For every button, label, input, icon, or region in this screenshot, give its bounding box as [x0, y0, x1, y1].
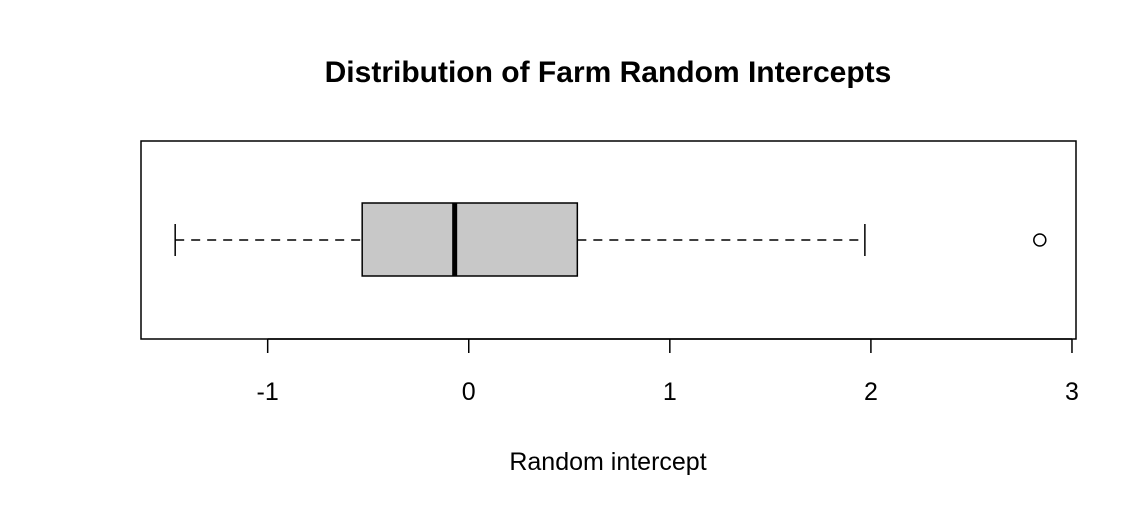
- boxplot: [174, 202, 1047, 277]
- iqr-box: [361, 202, 579, 277]
- x-tick-label: 2: [864, 378, 878, 406]
- plot-frame: [140, 140, 1077, 340]
- x-axis-label: Random intercept: [509, 448, 706, 476]
- x-tick-label: 1: [663, 378, 677, 406]
- x-axis: -1 0 1 2 3: [257, 338, 1079, 406]
- x-tick-label: -1: [257, 378, 279, 406]
- chart-title: Distribution of Farm Random Intercepts: [325, 56, 892, 89]
- outlier-point: [1033, 233, 1047, 247]
- x-tick-label: 0: [462, 378, 476, 406]
- x-tick-label: 3: [1065, 378, 1079, 406]
